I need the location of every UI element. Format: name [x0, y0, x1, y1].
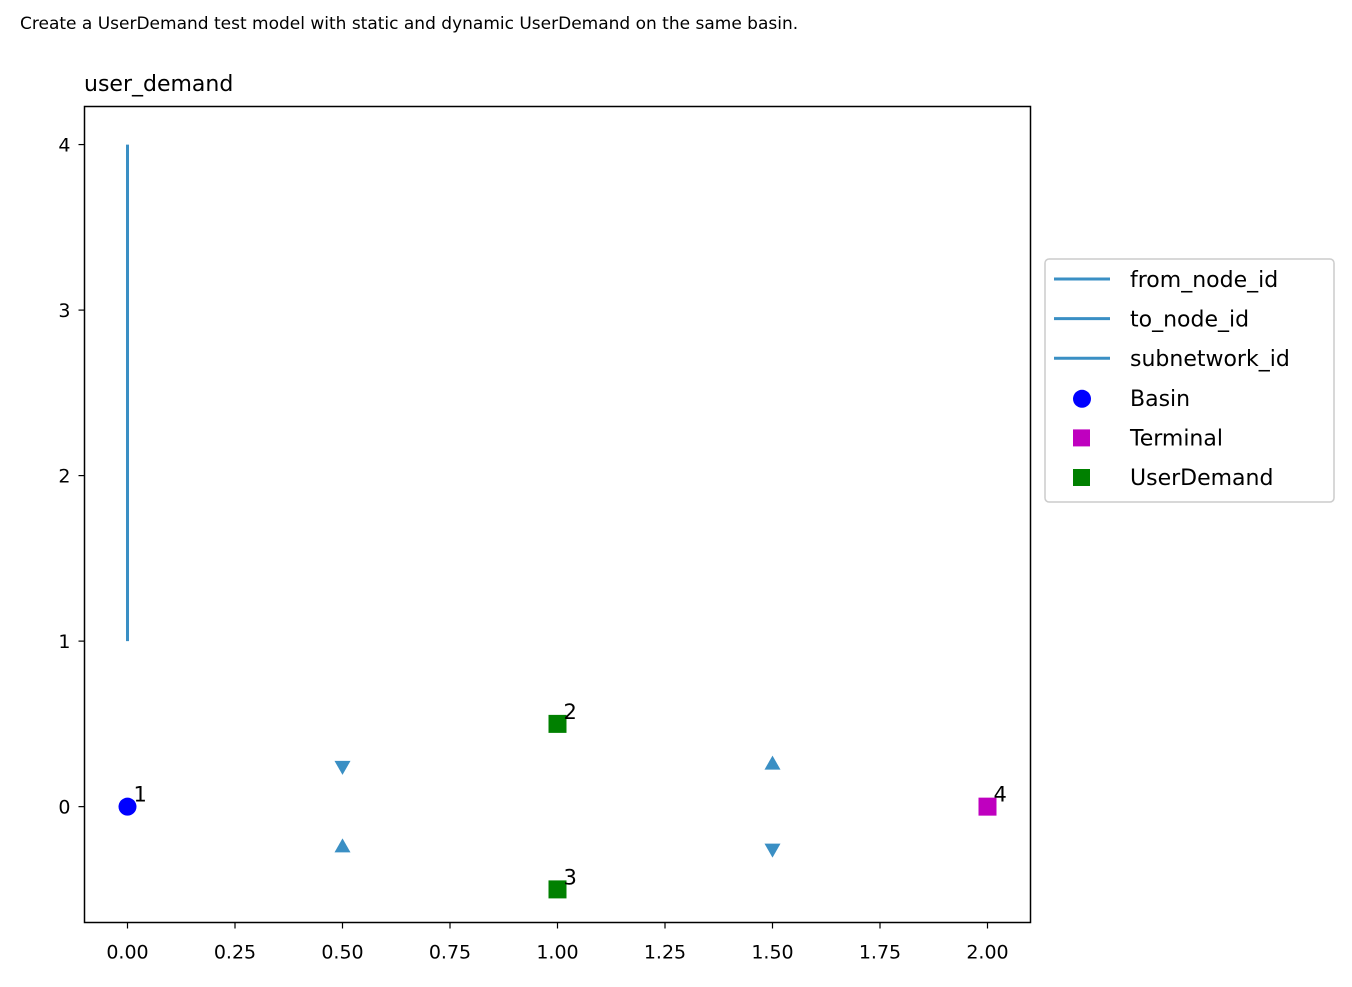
legend-entry-label: subnetwork_id — [1130, 347, 1290, 372]
x-tick-label: 0.75 — [429, 942, 471, 964]
node-id-label: 1 — [134, 783, 147, 807]
node-marker-basin — [118, 797, 137, 816]
x-tick-label: 2.00 — [966, 942, 1008, 964]
node-marker-terminal — [978, 797, 997, 816]
x-tick-label: 0.50 — [321, 942, 363, 964]
legend-square-swatch — [1073, 429, 1090, 447]
y-tick-label: 4 — [58, 135, 70, 157]
x-tick-label: 0.25 — [214, 942, 256, 964]
x-tick-label: 1.75 — [859, 942, 901, 964]
x-tick-label: 1.25 — [644, 942, 686, 964]
edge-direction-marker — [764, 843, 781, 858]
y-tick-label: 0 — [58, 797, 70, 819]
legend-entry-label: from_node_id — [1130, 268, 1278, 293]
y-tick-label: 2 — [58, 466, 70, 488]
edge-direction-marker — [334, 838, 351, 853]
legend-entry-label: UserDemand — [1130, 466, 1273, 491]
y-tick-label: 1 — [58, 631, 70, 653]
legend-box — [1044, 258, 1335, 503]
legend-entry-label: to_node_id — [1130, 308, 1249, 333]
node-id-label: 2 — [564, 700, 577, 724]
plot-area-frame — [83, 105, 1032, 924]
node-marker-user-demand — [548, 880, 567, 899]
figure-caption: Create a UserDemand test model with stat… — [20, 14, 799, 34]
x-tick-label: 0.00 — [106, 942, 148, 964]
y-tick-label: 3 — [58, 300, 70, 322]
chart-title: user_demand — [84, 72, 233, 97]
legend-entry-label: Basin — [1130, 387, 1190, 412]
edge-direction-marker — [334, 760, 351, 775]
x-tick-label: 1.50 — [751, 942, 793, 964]
x-tick-label: 1.00 — [536, 942, 578, 964]
legend-circle-swatch — [1073, 389, 1091, 408]
edge-direction-marker — [764, 755, 781, 770]
node-id-label: 3 — [564, 865, 577, 889]
node-marker-user-demand — [548, 714, 567, 733]
legend-entry-label: Terminal — [1129, 426, 1223, 451]
legend-square-swatch — [1073, 469, 1090, 486]
node-id-label: 4 — [994, 783, 1007, 807]
